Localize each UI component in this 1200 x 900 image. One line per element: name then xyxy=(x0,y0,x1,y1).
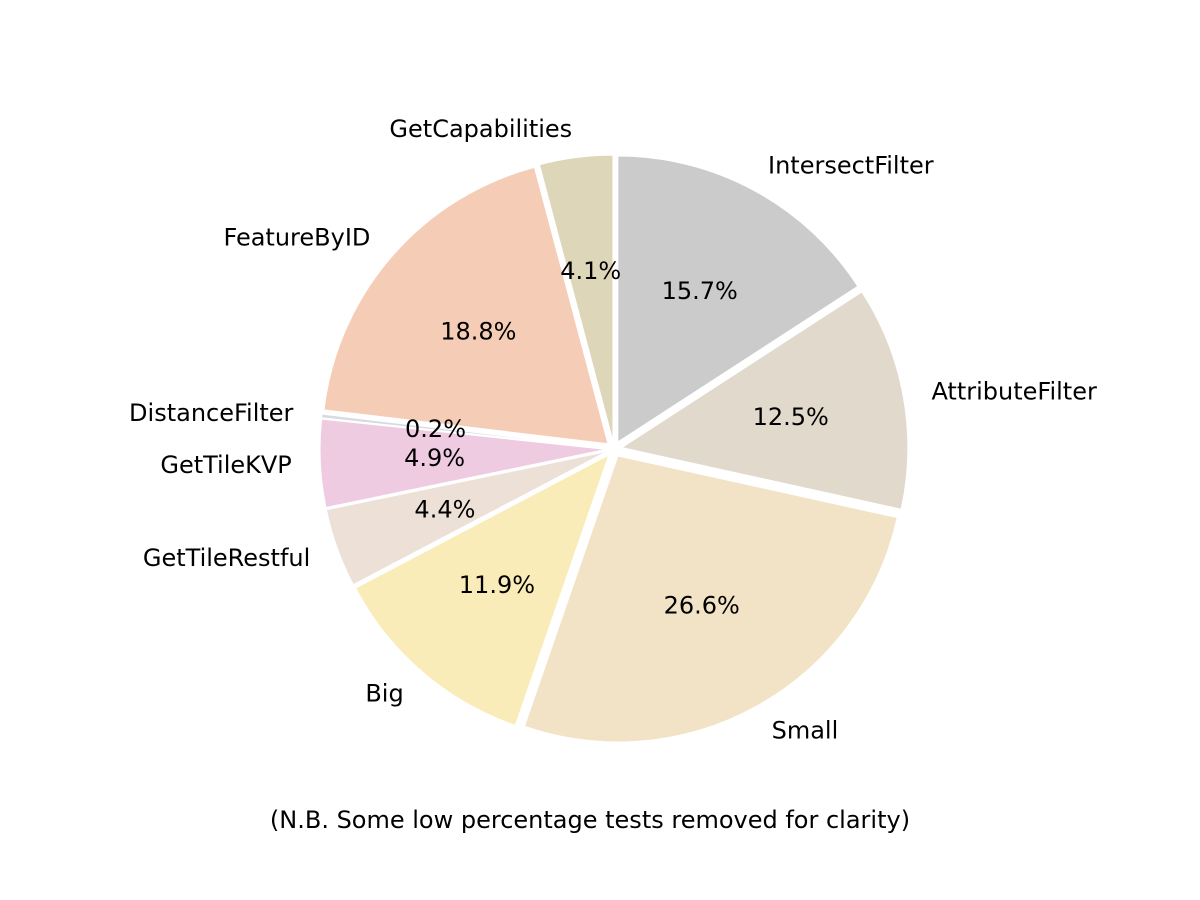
category-label-distance-filter: DistanceFilter xyxy=(129,399,294,427)
footnote: (N.B. Some low percentage tests removed … xyxy=(269,806,911,834)
category-label-small: Small xyxy=(772,716,839,744)
category-label-get-tile-kvp: GetTileKVP xyxy=(160,451,291,479)
category-labels: IntersectFilter AttributeFilter Small Big Ge… xyxy=(129,115,1097,744)
pie-slice-get-capabilities xyxy=(538,154,614,442)
category-label-big: Big xyxy=(365,680,403,708)
category-label-get-capabilities: GetCapabilities xyxy=(389,115,572,143)
pct-label-attribute-filter: 12.5% xyxy=(753,403,829,431)
pie-slice-attribute-filter xyxy=(620,291,909,510)
pie-slice-feature-by-id xyxy=(323,166,609,445)
pie-slice-big xyxy=(354,454,610,727)
pie-slice-small xyxy=(523,455,898,743)
pct-label-big: 11.9% xyxy=(459,571,535,599)
pct-label-distance-filter: 0.2% xyxy=(405,415,466,443)
category-label-get-tile-restful: GetTileRestful xyxy=(143,544,310,572)
pie-slice-get-tile-restful xyxy=(325,451,607,586)
pct-label-feature-by-id: 18.8% xyxy=(440,317,516,345)
percentage-labels: 15.7% 12.5% 26.6% 11.9% 4.4% 4.9%0.2% 18.8% 4.1… xyxy=(404,257,829,620)
category-label-attribute-filter: AttributeFilter xyxy=(931,378,1097,406)
pct-label-intersect-filter: 15.7% xyxy=(662,277,738,305)
pct-label-small: 26.6% xyxy=(664,592,740,620)
pie-slices xyxy=(319,154,909,743)
pct-label-get-capabilities: 4.1% xyxy=(560,257,621,285)
pie-slice-intersect-filter xyxy=(617,155,859,443)
category-label-intersect-filter: IntersectFilter xyxy=(768,152,934,180)
pct-label-get-tile-kvp: 4.9% xyxy=(404,444,465,472)
category-label-feature-by-id: FeatureByID xyxy=(223,224,370,252)
pct-label-get-tile-restful: 4.4% xyxy=(414,496,475,524)
pie-slice-distance-filter xyxy=(321,413,607,449)
pie-slice-get-tile-kvp xyxy=(319,418,607,509)
